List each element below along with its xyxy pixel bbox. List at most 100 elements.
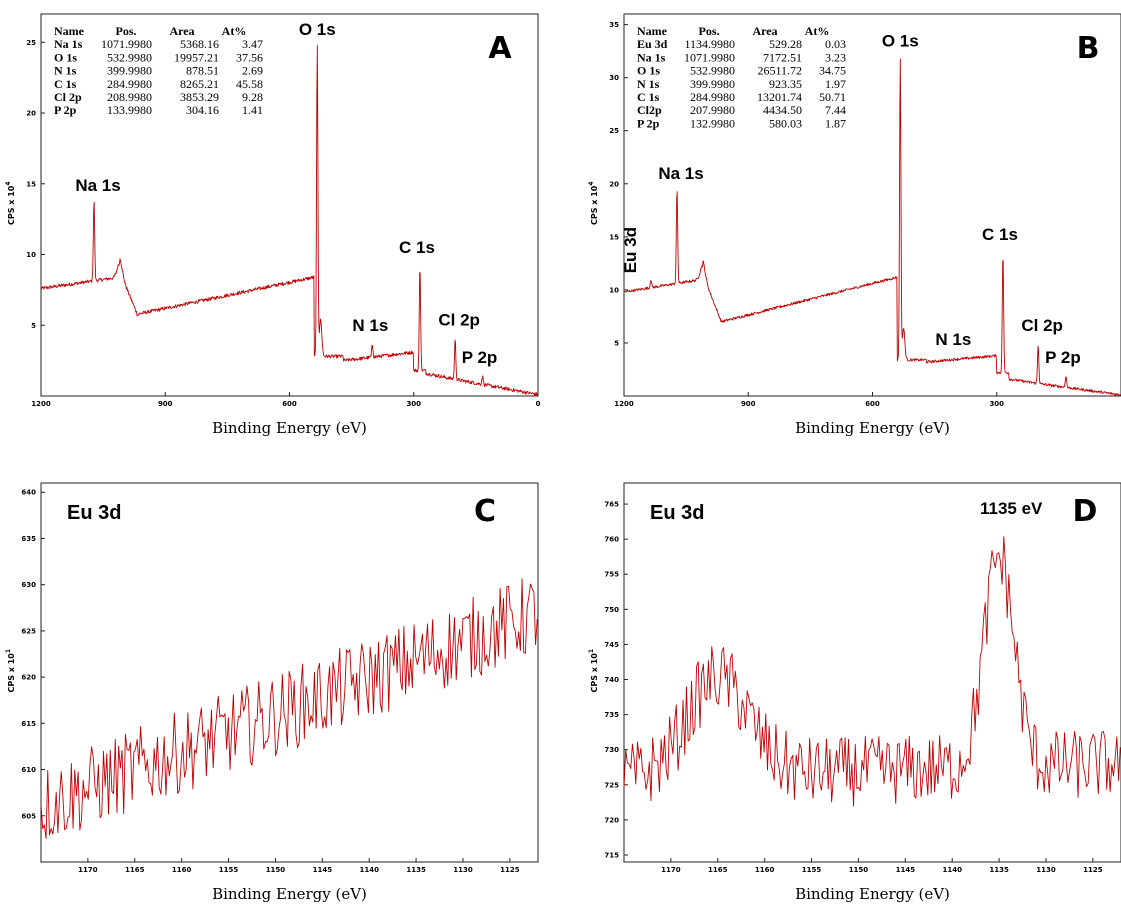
- x-tick-label: 1150: [849, 866, 869, 874]
- x-axis-label: Binding Energy (eV): [212, 419, 367, 437]
- y-tick-label: 20: [26, 110, 36, 118]
- x-tick-label: 300: [406, 400, 421, 408]
- x-tick-label: 1160: [172, 866, 192, 874]
- table-header: Pos.: [116, 24, 137, 38]
- table-cell: 529.28: [769, 37, 802, 51]
- peak-label: Cl 2p: [1021, 316, 1063, 335]
- table-cell: 399.9980: [690, 77, 735, 91]
- x-tick-label: 1135: [989, 866, 1009, 874]
- y-axis-label: CPS x 104: [5, 181, 16, 225]
- y-tick-label: 740: [604, 676, 619, 684]
- table-cell: 26511.72: [757, 64, 802, 78]
- table-header: Pos.: [699, 24, 720, 38]
- table-cell: 7.44: [825, 103, 846, 117]
- table-header: Area: [169, 24, 194, 38]
- table-cell: C 1s: [54, 77, 77, 91]
- table-header: At%: [805, 24, 830, 38]
- table-cell: 37.56: [236, 50, 263, 64]
- y-tick-label: 10: [26, 251, 36, 259]
- peak-label: N 1s: [935, 330, 971, 349]
- table-cell: 399.9980: [107, 64, 152, 78]
- table-header: At%: [222, 24, 247, 38]
- x-tick-label: 600: [865, 400, 880, 408]
- x-tick-label: 1170: [661, 866, 681, 874]
- y-tick-label: 625: [21, 627, 36, 635]
- plot-frame: [40, 482, 539, 863]
- x-tick-label: 900: [741, 400, 756, 408]
- survey-spectrum-line: [40, 44, 538, 396]
- x-tick-label: 1155: [219, 866, 239, 874]
- x-tick-label: 1125: [1083, 866, 1103, 874]
- x-tick-label: 900: [158, 400, 173, 408]
- y-axis-label: CPS x 104: [588, 181, 599, 225]
- x-tick-label: 0: [536, 400, 541, 408]
- table-cell: 3.47: [242, 37, 263, 51]
- panel-letter: A: [488, 31, 512, 66]
- table-cell: 1134.9980: [684, 37, 735, 51]
- table-cell: 923.35: [769, 77, 802, 91]
- table-cell: 532.9980: [107, 50, 152, 64]
- y-tick-label: 765: [604, 501, 619, 509]
- composition-table: Name Pos. Area At% Na 1s 1071.9980 5368.16 3.47…: [54, 24, 263, 117]
- x-tick-label: 1170: [78, 866, 98, 874]
- table-header: Area: [752, 24, 777, 38]
- table-cell: P 2p: [637, 116, 660, 130]
- x-tick-label: 1135: [406, 866, 426, 874]
- y-tick-label: 10: [609, 286, 619, 294]
- y-tick-label: 640: [21, 489, 36, 497]
- y-tick-label: 610: [21, 766, 36, 774]
- x-tick-label: 1130: [1036, 866, 1056, 874]
- y-tick-label: 25: [609, 127, 619, 135]
- table-header: Name: [54, 24, 85, 38]
- x-tick-label: 1125: [500, 866, 520, 874]
- peak-label: C 1s: [982, 225, 1018, 244]
- table-cell: 532.9980: [690, 64, 735, 78]
- table-cell: 7172.51: [763, 50, 802, 64]
- x-tick-label: 300: [989, 400, 1004, 408]
- x-tick-label: 1130: [453, 866, 473, 874]
- y-tick-label: 35: [609, 21, 619, 29]
- table-cell: 1071.9980: [684, 50, 735, 64]
- y-tick-label: 15: [609, 233, 619, 241]
- peak-label: O 1s: [299, 20, 336, 39]
- x-axis-label: Binding Energy (eV): [795, 885, 950, 903]
- table-cell: 3.23: [825, 50, 846, 64]
- y-tick-label: 725: [604, 781, 619, 789]
- composition-table: Name Pos. Area At% Eu 3d 1134.9980 529.28 0.03 N…: [637, 24, 846, 130]
- y-tick-label: 720: [604, 816, 619, 824]
- table-cell: 284.9980: [690, 90, 735, 104]
- x-tick-label: 1145: [313, 866, 333, 874]
- plot-frame: [623, 482, 1121, 863]
- y-tick-label: 630: [21, 581, 36, 589]
- y-tick-label: 25: [26, 39, 36, 47]
- peak-label: P 2p: [1045, 348, 1081, 367]
- table-cell: N 1s: [54, 64, 77, 78]
- table-cell: 34.75: [819, 64, 846, 78]
- y-axis-label: CPS x 101: [5, 649, 16, 693]
- peak-label: N 1s: [352, 316, 388, 335]
- table-cell: 304.16: [186, 103, 219, 117]
- table-cell: 580.03: [769, 116, 802, 130]
- y-tick-label: 30: [609, 74, 619, 82]
- y-tick-label: 615: [21, 720, 36, 728]
- y-tick-label: 20: [609, 180, 619, 188]
- x-tick-label: 1200: [31, 400, 51, 408]
- y-tick-label: 605: [21, 812, 36, 820]
- table-cell: P 2p: [54, 103, 77, 117]
- table-cell: 208.9980: [107, 90, 152, 104]
- detail-spectrum-line: [623, 536, 1121, 807]
- table-cell: N 1s: [637, 77, 660, 91]
- table-cell: 132.9980: [690, 116, 735, 130]
- y-tick-label: 635: [21, 535, 36, 543]
- table-cell: Na 1s: [54, 37, 83, 51]
- panel-letter: D: [1073, 494, 1098, 529]
- y-tick-label: 745: [604, 641, 619, 649]
- panel-c: 1170 1165 1160 1155 1150 1145 1140 1135 1130 1125…: [5, 482, 539, 903]
- table-cell: Cl 2p: [54, 90, 82, 104]
- peak-label: Cl 2p: [438, 310, 480, 329]
- table-cell: O 1s: [54, 50, 77, 64]
- table-cell: 9.28: [242, 90, 263, 104]
- table-header: Name: [637, 24, 668, 38]
- y-tick-label: 5: [31, 322, 36, 330]
